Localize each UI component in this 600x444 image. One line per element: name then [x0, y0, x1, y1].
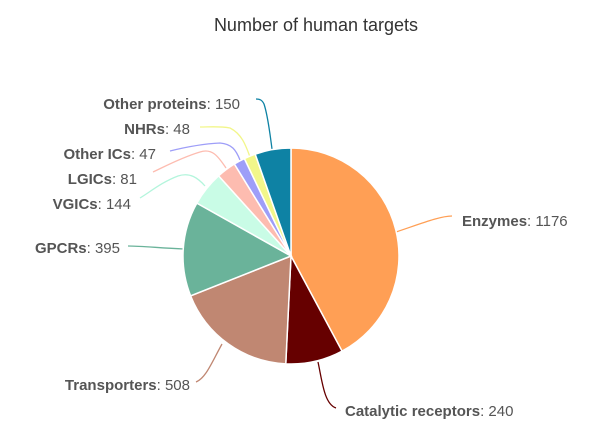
pie-slices [182, 147, 400, 365]
slice-label: Other proteins: 150 [103, 96, 240, 113]
slice-label: LGICs: 81 [68, 171, 137, 188]
slice-label: Catalytic receptors: 240 [345, 403, 513, 420]
connector-line [127, 245, 185, 250]
connector-line [195, 343, 223, 383]
pie-slice-transporters[interactable] [189, 254, 292, 365]
connector-line [317, 361, 337, 409]
pie-slice-enzymes[interactable] [290, 147, 400, 353]
slice-label: Transporters: 508 [65, 377, 190, 394]
slice-label: Enzymes: 1176 [462, 213, 568, 230]
slice-label: VGICs: 144 [53, 196, 131, 213]
connector-line [139, 174, 206, 199]
slice-label: Other ICs: 47 [63, 146, 156, 163]
connector-line [169, 142, 241, 161]
slice-label: GPCRs: 395 [35, 240, 120, 257]
connector-line [152, 150, 227, 173]
connector-lines [127, 98, 453, 409]
slice-labels: Enzymes: 1176 Catalytic receptors: 240 Tra… [35, 96, 568, 420]
connector-line [395, 215, 453, 233]
pie-slice-other-proteins[interactable] [254, 147, 292, 257]
chart-title: Number of human targets [214, 15, 418, 35]
connector-line [199, 126, 251, 158]
connector-line [255, 98, 273, 150]
slice-label: NHRs: 48 [124, 121, 190, 138]
pie-slice-gpcrs[interactable] [182, 202, 293, 297]
